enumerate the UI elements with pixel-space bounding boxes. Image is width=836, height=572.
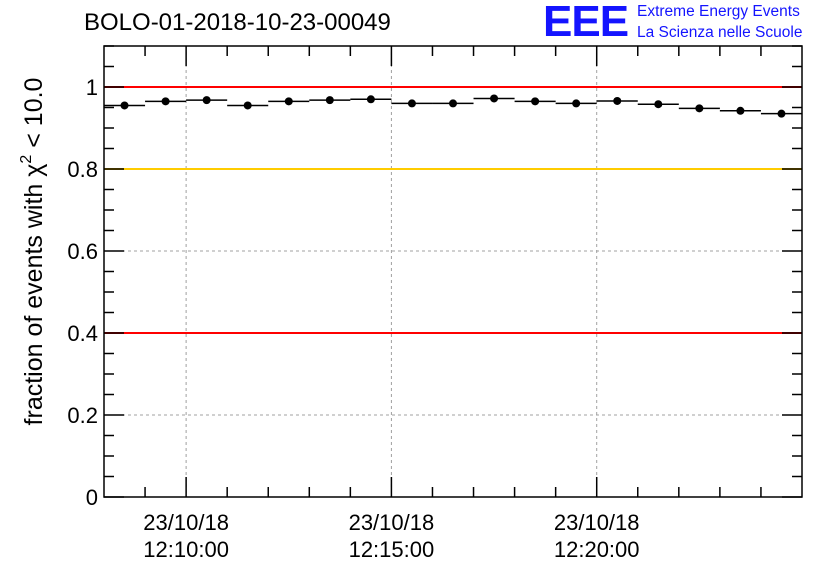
data-point — [531, 97, 540, 106]
x-tick-label-date: 23/10/18 — [143, 510, 229, 535]
logo-line-2: La Scienza nelle Scuole — [637, 24, 803, 41]
logo-mark: EEE — [543, 0, 629, 46]
x-tick-label-date: 23/10/18 — [554, 510, 640, 535]
y-axis-label-superscript: 2 — [18, 155, 35, 164]
y-axis-label-text: fraction of events with χ — [20, 164, 48, 426]
grid-layer — [104, 46, 802, 497]
data-point — [325, 96, 334, 105]
y-tick-label: 0.8 — [67, 157, 98, 182]
y-tick-label: 0.4 — [67, 321, 98, 346]
x-tick-label-time: 12:20:00 — [554, 537, 640, 562]
data-point — [243, 101, 252, 110]
reference-lines — [104, 86, 802, 334]
y-tick-label: 0 — [86, 485, 98, 510]
data-point — [366, 95, 375, 104]
logo-line-1: Extreme Energy Events — [637, 3, 800, 20]
plot-frame — [103, 45, 803, 498]
y-tick-label: 0.2 — [67, 403, 98, 428]
y-tick-label: 1 — [86, 75, 98, 100]
data-point — [120, 101, 129, 110]
data-point — [202, 96, 211, 105]
x-tick-label-date: 23/10/18 — [349, 510, 435, 535]
data-point — [736, 106, 745, 115]
y-axis-label: fraction of events with χ2 < 10.0 — [18, 78, 48, 426]
tick-labels: 00.20.40.60.8123/10/1812:10:0023/10/1812… — [67, 75, 639, 562]
data-point — [490, 94, 499, 103]
eee-logo: EEE Extreme Energy Events La Scienza nel… — [543, 0, 833, 46]
data-point — [407, 99, 416, 108]
axis-ticks — [104, 45, 802, 498]
data-series — [104, 94, 802, 118]
y-tick-label: 0.6 — [67, 239, 98, 264]
y-axis-label-tail: < 10.0 — [20, 78, 48, 155]
data-point — [695, 104, 704, 113]
data-point — [161, 97, 170, 106]
data-point — [572, 99, 581, 108]
plot-title: BOLO-01-2018-10-23-00049 — [84, 9, 391, 36]
data-point — [613, 96, 622, 105]
x-tick-label-time: 12:10:00 — [143, 537, 229, 562]
x-tick-label-time: 12:15:00 — [349, 537, 435, 562]
data-point — [449, 99, 457, 108]
data-point — [777, 109, 786, 118]
data-point — [284, 97, 293, 106]
data-point — [654, 100, 663, 109]
